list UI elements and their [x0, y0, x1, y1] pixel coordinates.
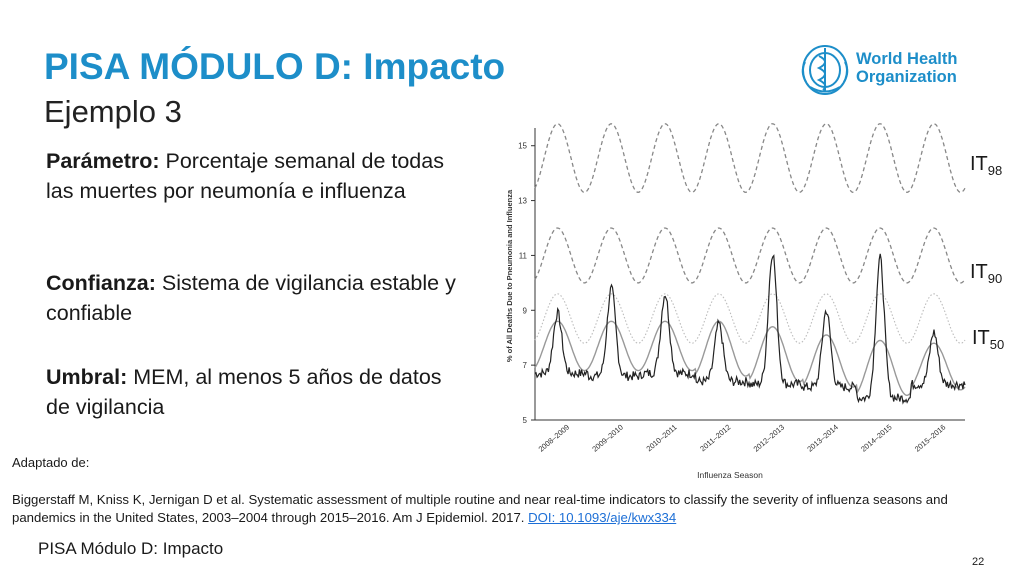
confidence-paragraph: Confianza: Sistema de vigilancia estable… — [46, 268, 466, 328]
pi-mortality-chart: 5 7 9 11 13 15 % of All Deaths Due to Pneumoni… — [505, 123, 966, 480]
threshold-paragraph: Umbral: MEM, al menos 5 años de datos de… — [46, 362, 466, 422]
series-dashed — [534, 123, 966, 193]
x-tick-label: 2014–2015 — [859, 423, 894, 454]
x-tick-label: 2015–2016 — [913, 423, 948, 454]
series-line-dotted — [534, 293, 966, 344]
x-tick-label: 2012–2013 — [752, 423, 787, 454]
y-tick-label: 9 — [523, 306, 528, 315]
y-tick-label: 5 — [523, 416, 528, 425]
y-axis-label: % of All Deaths Due to Pneumonia and Inf… — [505, 189, 514, 362]
y-tick-label: 11 — [519, 251, 528, 260]
doi-link[interactable]: DOI: 10.1093/aje/kwx334 — [528, 510, 677, 525]
series-line-dashed — [534, 227, 966, 284]
parameter-text: Porcentaje semanal de todas las muertes … — [46, 149, 444, 203]
threshold-label: Umbral: — [46, 365, 128, 389]
parameter-paragraph: Parámetro: Porcentaje semanal de todas l… — [46, 146, 466, 206]
threshold-label-it98: IT98 — [970, 153, 1003, 178]
confidence-label: Confianza: — [46, 271, 156, 295]
adapted-from-label: Adaptado de: — [12, 455, 90, 470]
who-logo-text: World Health Organization — [856, 50, 957, 86]
series-dashed — [534, 227, 966, 284]
y-tick-label: 7 — [523, 361, 528, 370]
threshold-label-it90: IT90 — [970, 261, 1003, 286]
series-line-baseline — [534, 320, 966, 397]
page-number: 22 — [972, 556, 985, 568]
who-logo-line2: Organization — [856, 68, 957, 86]
x-tick-label: 2010–2011 — [645, 423, 679, 454]
series-line-observed — [534, 253, 966, 405]
who-emblem-icon — [801, 45, 849, 95]
citation-text: Biggerstaff M, Kniss K, Jernigan D et al… — [12, 492, 948, 525]
series-line-dashed — [534, 123, 966, 193]
confidence-text: Sistema de vigilancia estable y confiabl… — [46, 271, 456, 325]
x-tick-label: 2009–2010 — [590, 423, 625, 454]
slide-title: PISA MÓDULO D: Impacto — [44, 46, 506, 87]
x-tick-label: 2008–2009 — [537, 423, 572, 454]
series-observed — [534, 253, 966, 405]
x-tick-label: 2013–2014 — [805, 423, 840, 454]
y-tick-label: 13 — [518, 197, 527, 206]
footer-text: PISA Módulo D: Impacto — [38, 539, 224, 558]
series-dotted — [534, 293, 966, 344]
threshold-text: MEM, al menos 5 años de datos de vigilan… — [46, 365, 442, 419]
citation: Biggerstaff M, Kniss K, Jernigan D et al… — [12, 491, 1012, 527]
series-baseline — [534, 320, 966, 397]
x-axis-label: Influenza Season — [697, 470, 763, 480]
parameter-label: Parámetro: — [46, 149, 160, 173]
y-tick-label: 15 — [518, 142, 527, 151]
who-logo-line1: World Health — [856, 50, 958, 68]
threshold-label-it50: IT50 — [972, 327, 1005, 352]
slide-subtitle: Ejemplo 3 — [44, 94, 182, 129]
x-tick-label: 2011–2012 — [698, 423, 732, 454]
